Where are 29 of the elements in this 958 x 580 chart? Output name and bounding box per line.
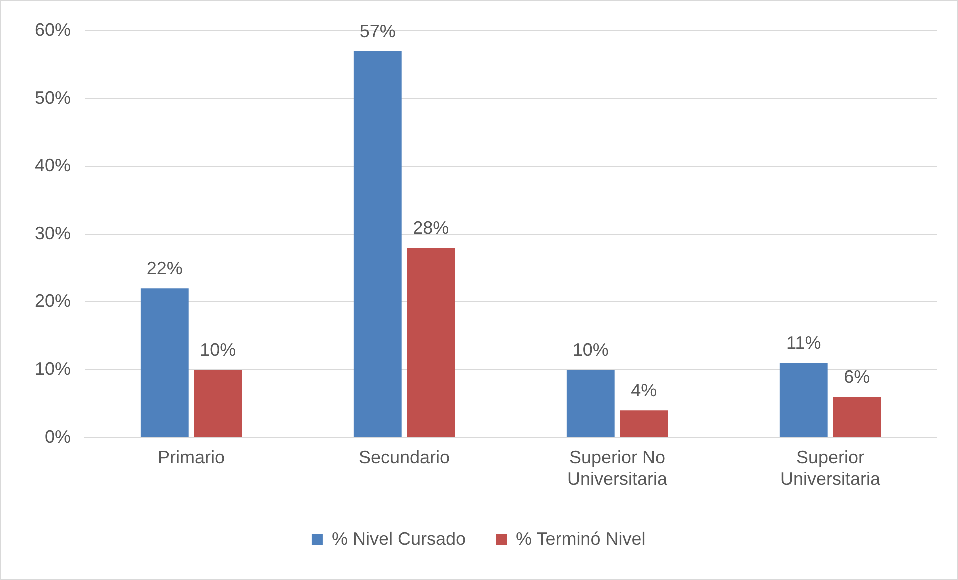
- data-label: 10%: [572, 340, 609, 360]
- bar: [833, 397, 882, 438]
- bar: [140, 288, 189, 438]
- data-label: 11%: [786, 333, 822, 354]
- x-tick-label: Secundario: [358, 448, 450, 468]
- data-label: 22%: [146, 258, 183, 279]
- data-label: 4%: [631, 380, 658, 401]
- bar: [780, 363, 828, 438]
- legend-label: % Terminó Nivel: [516, 528, 646, 549]
- y-tick-label: 40%: [34, 156, 72, 176]
- x-tick-label: Superior No Universitaria: [567, 448, 669, 490]
- y-tick-label: 0%: [45, 426, 72, 447]
- x-tick-label: Superior Universitaria: [780, 448, 882, 490]
- x-tick-label: Primario: [158, 448, 226, 468]
- y-tick-label: 50%: [34, 88, 72, 108]
- bar: [620, 410, 668, 438]
- data-label: 57%: [360, 21, 396, 42]
- y-tick-label: 30%: [34, 223, 72, 244]
- y-tick-label: 10%: [34, 358, 72, 379]
- bar: [354, 51, 402, 438]
- data-label: 10%: [200, 340, 236, 360]
- legend-label: % Nivel Cursado: [332, 528, 466, 549]
- y-tick-label: 20%: [34, 291, 72, 312]
- y-tick-label: 60%: [34, 20, 72, 40]
- bar: [566, 370, 615, 438]
- data-label: 6%: [844, 367, 870, 388]
- bar: [407, 248, 456, 438]
- bar: [194, 370, 242, 438]
- data-label: 28%: [413, 218, 450, 238]
